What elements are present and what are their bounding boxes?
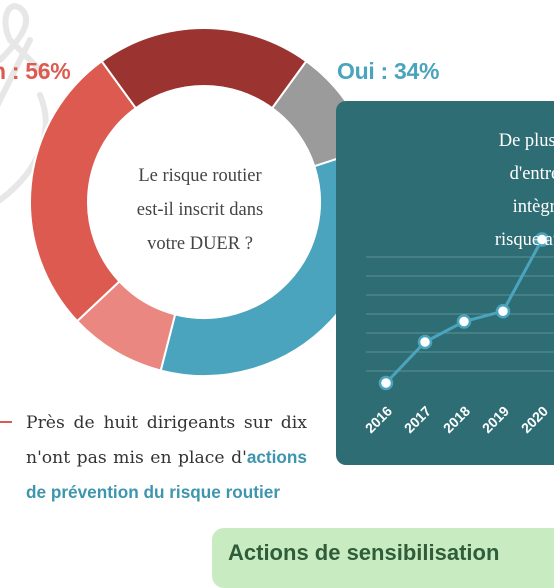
panel-line-1: De plus en plus	[498, 131, 554, 151]
trend-series-line	[384, 238, 544, 385]
tick-label-2019: 2019	[479, 403, 512, 436]
trend-point-2019	[495, 304, 511, 319]
body-highlight: actions de prévention du risque routier	[26, 447, 307, 502]
panel-line-4: risque au DUER	[494, 230, 554, 250]
bullet-dash	[0, 421, 12, 423]
donut-slice-4	[100, 27, 308, 110]
trend-point-2020	[534, 232, 550, 247]
trend-line-chart: 2016 2017 2018 2019 2020	[362, 232, 554, 436]
tick-label-2018: 2018	[440, 403, 473, 436]
donut-slice-3	[29, 59, 138, 323]
tick-label-2016: 2016	[362, 403, 395, 436]
trend-point-2017	[417, 334, 433, 350]
panel-line-3: intègrent ce	[512, 197, 554, 217]
tick-label-2020: 2020	[518, 403, 551, 436]
panel-line-2: d'entreprises	[509, 164, 554, 184]
donut-center-line-1: Le risque routier	[138, 166, 261, 186]
actions-card-title: Actions de sensibilisation	[228, 540, 500, 565]
trend-point-2018	[456, 314, 472, 329]
actions-card: Actions de sensibilisation	[212, 528, 554, 588]
label-oui: Oui : 34%	[337, 58, 440, 84]
tick-label-2017: 2017	[401, 403, 434, 436]
body-paragraph: Près de huit dirigeants sur dix n'ont pa…	[26, 406, 307, 510]
donut-center-line-2: est-il inscrit dans	[137, 200, 263, 220]
body-text-part1: Près de huit dirigeants sur dix n'ont pa…	[26, 413, 307, 468]
label-non: n : 56%	[0, 58, 71, 84]
donut-center-line-3: votre DUER ?	[147, 234, 253, 254]
panel-text: De plus en plus d'entreprises intègrent …	[406, 125, 554, 257]
trend-point-2016	[378, 375, 394, 391]
